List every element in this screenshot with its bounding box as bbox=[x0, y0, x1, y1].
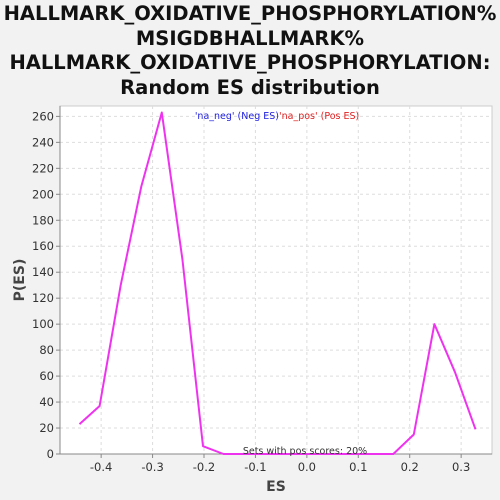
chart-title-line-1: HALLMARK_OXIDATIVE_PHOSPHORYLATION% bbox=[3, 2, 497, 25]
x-ticks: -0.4 -0.3 -0.2 -0.1 0.0 0.1 0.2 0.3 bbox=[90, 454, 470, 474]
y-tick-label: 80 bbox=[39, 343, 54, 357]
annotation-pos-scores: Sets with pos scores: 20% bbox=[243, 446, 367, 457]
y-tick-label: 40 bbox=[39, 395, 54, 409]
y-tick-label: 260 bbox=[32, 109, 54, 123]
x-tick-label: 0.3 bbox=[452, 460, 470, 474]
x-axis-label: ES bbox=[266, 479, 286, 495]
chart-title-line-4: Random ES distribution bbox=[120, 75, 380, 99]
y-tick-label: 240 bbox=[32, 135, 54, 149]
y-tick-label: 180 bbox=[32, 213, 54, 227]
y-tick-label: 200 bbox=[32, 187, 54, 201]
legend: 'na_neg' (Neg ES) 'na_pos' (Pos ES) bbox=[195, 111, 359, 122]
chart-title-line-2: MSIGDBHALLMARK% bbox=[135, 26, 365, 50]
series-group bbox=[78, 111, 477, 455]
x-tick-label: -0.3 bbox=[141, 460, 163, 474]
y-tick-label: 100 bbox=[32, 317, 54, 331]
series-line bbox=[78, 111, 477, 455]
y-tick-label: 220 bbox=[32, 161, 54, 175]
x-tick-label: 0.2 bbox=[401, 460, 419, 474]
legend-entry-neg: 'na_neg' (Neg ES) bbox=[195, 111, 279, 122]
y-tick-label: 140 bbox=[32, 265, 54, 279]
x-tick-label: -0.2 bbox=[193, 460, 215, 474]
x-tick-label: 0.1 bbox=[349, 460, 367, 474]
x-tick-label: 0.0 bbox=[298, 460, 316, 474]
chart-title: HALLMARK_OXIDATIVE_PHOSPHORYLATION% MSIG… bbox=[0, 2, 500, 100]
y-tick-label: 60 bbox=[39, 369, 54, 383]
x-tick-label: -0.1 bbox=[244, 460, 266, 474]
x-tick-label: -0.4 bbox=[90, 460, 112, 474]
y-tick-label: 0 bbox=[47, 447, 54, 461]
gridlines bbox=[60, 106, 492, 455]
legend-entry-pos: 'na_pos' (Pos ES) bbox=[279, 111, 359, 122]
y-tick-label: 20 bbox=[39, 421, 54, 435]
y-tick-label: 160 bbox=[32, 239, 54, 253]
y-ticks: 0 20 40 60 80 100 120 140 160 180 200 220 240 260 bbox=[32, 109, 60, 461]
y-tick-label: 120 bbox=[32, 291, 54, 305]
y-axis-label: P(ES) bbox=[12, 259, 28, 302]
chart-title-line-3: HALLMARK_OXIDATIVE_PHOSPHORYLATION: bbox=[9, 51, 491, 74]
